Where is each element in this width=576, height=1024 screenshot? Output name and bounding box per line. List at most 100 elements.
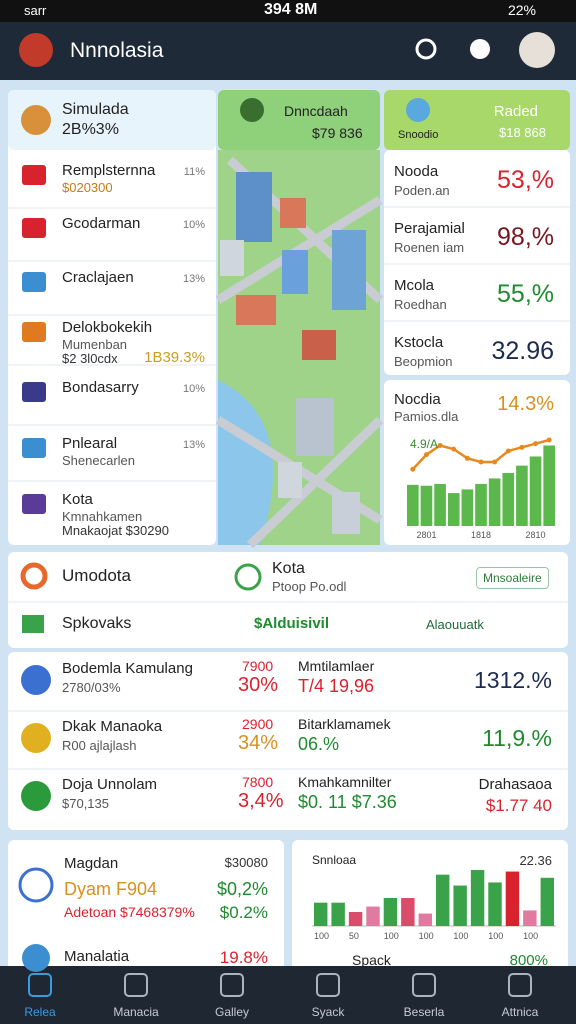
bar bbox=[366, 906, 380, 926]
gauge-icon bbox=[234, 563, 262, 591]
summary-label: Kota bbox=[272, 560, 305, 577]
stat-title: Perajamial bbox=[394, 220, 465, 237]
row-label: Kmahkamnilter bbox=[298, 774, 392, 790]
line-point bbox=[533, 441, 539, 447]
nav-item[interactable]: Relea bbox=[24, 1005, 56, 1019]
app-title: Nnnolasia bbox=[70, 39, 164, 62]
bar bbox=[453, 885, 467, 926]
action-button[interactable]: Mnsoaleire bbox=[476, 567, 549, 589]
bar bbox=[529, 456, 542, 526]
stats-panel bbox=[384, 150, 570, 375]
carrier: sarr bbox=[24, 3, 47, 18]
card-title: Dnncdaah bbox=[284, 103, 348, 119]
bar bbox=[420, 485, 433, 526]
card-footer-value: 19.8% bbox=[219, 948, 268, 967]
row-value: 1312.% bbox=[473, 667, 552, 693]
menu-icon bbox=[22, 165, 46, 185]
battery: 22% bbox=[507, 2, 536, 18]
chart-subtitle: Pamios.dla bbox=[394, 409, 459, 424]
nav-icon bbox=[28, 973, 52, 997]
header-icons bbox=[19, 32, 555, 68]
bar bbox=[461, 489, 474, 526]
card-icon bbox=[22, 944, 50, 972]
menu-value: 10% bbox=[182, 219, 205, 231]
nav-item[interactable]: Attnica bbox=[501, 1005, 539, 1019]
summary-title: Umodota bbox=[62, 566, 131, 585]
row-label: Mmtilamlaer bbox=[298, 658, 375, 674]
action-link[interactable]: Alaouuatk bbox=[426, 617, 484, 632]
row-icon bbox=[21, 723, 51, 753]
menu-title: Bondasarry bbox=[62, 379, 139, 396]
nav-icon bbox=[508, 973, 532, 997]
nav-item[interactable]: Manacia bbox=[113, 1005, 159, 1019]
x-tick-label: 100 bbox=[488, 931, 504, 941]
chart-footer: Spack bbox=[352, 952, 391, 968]
action-icon bbox=[22, 615, 44, 633]
bar bbox=[523, 910, 537, 926]
card-value: $30080 bbox=[224, 855, 268, 870]
nav-icon bbox=[220, 973, 244, 997]
nav-item[interactable]: Syack bbox=[311, 1005, 345, 1019]
card-line: Dyam F904 bbox=[64, 879, 158, 899]
stat-title: Nooda bbox=[394, 163, 439, 180]
action-amount: $Alduisivil bbox=[254, 615, 330, 632]
menu-title: Kota bbox=[62, 491, 93, 508]
card-line-value: $0,2% bbox=[216, 879, 268, 899]
nav-icon bbox=[316, 973, 340, 997]
row-amount: T/4 19,96 bbox=[298, 676, 375, 696]
line-point bbox=[464, 455, 470, 461]
row-icon bbox=[21, 781, 51, 811]
menu-subtitle: Mumenban bbox=[62, 337, 128, 352]
row-value: Drahasaoa bbox=[478, 776, 552, 793]
stat-subtitle: Roedhan bbox=[394, 297, 447, 312]
stat-value: 55,% bbox=[497, 280, 554, 308]
bottom-left-card bbox=[8, 840, 284, 970]
bar bbox=[488, 882, 502, 926]
nav-item[interactable]: Galley bbox=[214, 1005, 250, 1019]
card-label: Snoodio bbox=[398, 129, 439, 141]
nav-icon bbox=[124, 973, 148, 997]
row-name: Bodemla Kamulang bbox=[62, 660, 193, 677]
avatar bbox=[240, 98, 264, 122]
bar bbox=[436, 874, 450, 926]
menu-detail: Mnakaojat $30290 bbox=[62, 523, 169, 538]
x-tick-label: 100 bbox=[418, 931, 434, 941]
row-pct: 30% bbox=[238, 674, 279, 696]
bar bbox=[331, 902, 345, 926]
bar bbox=[348, 912, 363, 926]
card-icon bbox=[18, 867, 54, 903]
nav-item[interactable]: Beserla bbox=[403, 1005, 445, 1019]
line-point bbox=[410, 466, 416, 472]
menu-title: Delokbokekih bbox=[62, 319, 153, 336]
chart-footer-value: 800% bbox=[509, 952, 548, 969]
avatar bbox=[21, 105, 51, 135]
stat-title: Kstocla bbox=[394, 334, 444, 351]
x-tick-label: 100 bbox=[383, 931, 399, 941]
table-panel bbox=[8, 652, 568, 830]
menu-subtitle: $020300 bbox=[62, 180, 113, 195]
x-tick-label: 50 bbox=[348, 931, 359, 941]
x-tick-label: 100 bbox=[453, 931, 469, 941]
card-value: $18 868 bbox=[499, 125, 546, 140]
menu-icon bbox=[22, 494, 46, 514]
x-tick-label: 100 bbox=[314, 931, 330, 941]
chart-title: Snnloaa bbox=[312, 853, 357, 867]
chart-value: 22.36 bbox=[519, 853, 552, 868]
row-name: Doja Unnolam bbox=[62, 776, 158, 793]
bar bbox=[543, 445, 555, 526]
bar bbox=[383, 898, 398, 926]
line-point bbox=[437, 442, 443, 448]
summary-panel bbox=[8, 552, 568, 648]
row-icon bbox=[21, 665, 51, 695]
menu-icon bbox=[22, 272, 46, 292]
bar bbox=[407, 484, 419, 526]
menu-value: 13% bbox=[182, 273, 205, 285]
card-title: Magdan bbox=[64, 855, 119, 872]
row-count: 7900 bbox=[242, 658, 274, 674]
stat-subtitle: Beopmion bbox=[394, 354, 453, 369]
bar bbox=[434, 483, 446, 526]
bar bbox=[314, 902, 328, 926]
menu-detail: $2 3l0cdx bbox=[62, 351, 118, 366]
summary-icon bbox=[20, 562, 48, 590]
